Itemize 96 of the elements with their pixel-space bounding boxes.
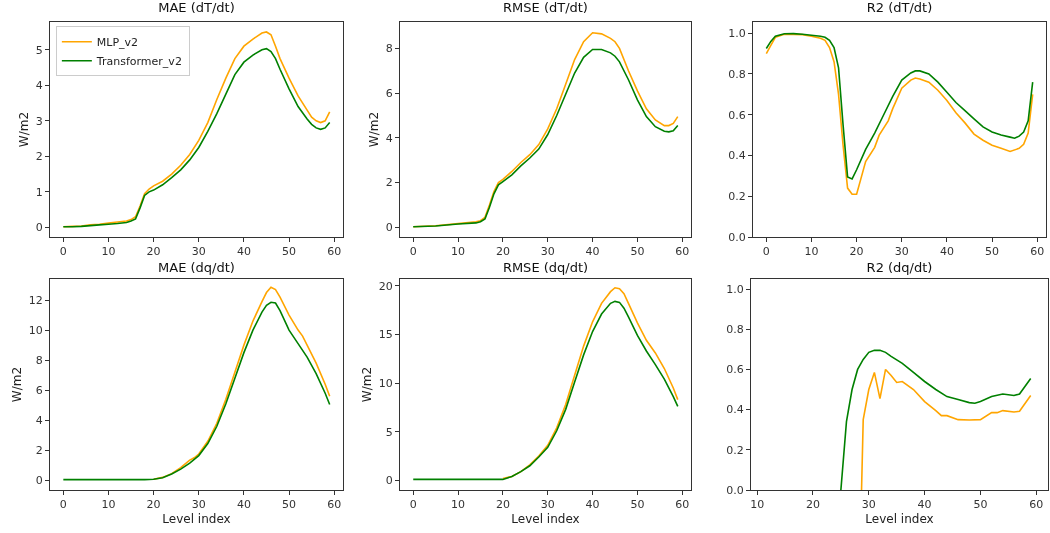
y-tick-label: 6 bbox=[35, 384, 43, 398]
x-tick-label: 20 bbox=[805, 498, 820, 512]
y-tick-label: 0.0 bbox=[728, 230, 746, 244]
x-tick-label: 40 bbox=[585, 245, 600, 259]
y-axis-title: W/m2 bbox=[17, 111, 32, 148]
chart-title: MAE (dq/dt) bbox=[158, 260, 235, 276]
y-tick-label: 8 bbox=[385, 42, 393, 56]
x-tick-label: 40 bbox=[917, 498, 932, 512]
x-tick-label: 60 bbox=[675, 498, 690, 512]
y-tick-label: 5 bbox=[385, 425, 393, 439]
x-tick-label: 0 bbox=[409, 498, 417, 512]
y-tick-label: 10 bbox=[378, 376, 393, 390]
chart-title: MAE (dT/dt) bbox=[158, 0, 235, 16]
y-tick-label: 0.4 bbox=[728, 149, 746, 163]
x-tick-label: 0 bbox=[59, 245, 67, 259]
x-tick-label: 40 bbox=[939, 245, 954, 259]
y-tick-label: 20 bbox=[378, 279, 393, 293]
x-tick-label: 60 bbox=[1029, 498, 1044, 512]
legend-label: MLP_v2 bbox=[96, 36, 139, 50]
x-tick-label: 60 bbox=[327, 245, 342, 259]
x-tick-label: 10 bbox=[451, 245, 466, 259]
x-tick-label: 20 bbox=[495, 498, 510, 512]
y-tick-label: 0 bbox=[35, 221, 43, 235]
x-tick-label: 60 bbox=[675, 245, 690, 259]
chart-title: RMSE (dT/dt) bbox=[503, 0, 588, 16]
y-tick-label: 0.8 bbox=[726, 323, 744, 337]
x-axis-title: Level index bbox=[162, 512, 231, 527]
x-tick-label: 50 bbox=[630, 498, 645, 512]
x-tick-label: 20 bbox=[146, 498, 161, 512]
x-tick-label: 50 bbox=[973, 498, 988, 512]
x-tick-label: 40 bbox=[236, 245, 251, 259]
line-series bbox=[840, 349, 1032, 490]
x-tick-label: 50 bbox=[985, 245, 1000, 259]
y-tick-label: 12 bbox=[28, 293, 43, 307]
x-tick-label: 60 bbox=[327, 498, 342, 512]
x-tick-label: 50 bbox=[282, 498, 297, 512]
y-tick-label: 0.2 bbox=[726, 443, 744, 457]
y-tick-label: 0 bbox=[35, 474, 43, 488]
x-tick-label: 0 bbox=[59, 498, 67, 512]
y-tick-label: 2 bbox=[385, 176, 393, 190]
x-tick-label: 30 bbox=[894, 245, 909, 259]
x-tick-label: 50 bbox=[630, 245, 645, 259]
x-tick-label: 10 bbox=[804, 245, 819, 259]
x-axis-title: Level index bbox=[865, 512, 934, 527]
y-tick-label: 1 bbox=[35, 185, 43, 199]
y-tick-label: 8 bbox=[35, 354, 43, 367]
x-tick-label: 40 bbox=[585, 498, 600, 512]
x-tick-label: 40 bbox=[236, 498, 251, 512]
line-series bbox=[62, 301, 331, 481]
y-tick-label: 0.6 bbox=[728, 108, 746, 122]
x-tick-label: 30 bbox=[861, 498, 876, 512]
line-series bbox=[860, 368, 1032, 490]
x-tick-label: 30 bbox=[540, 245, 555, 259]
x-tick-label: 10 bbox=[101, 245, 116, 259]
y-tick-label: 0 bbox=[385, 474, 393, 488]
x-tick-label: 10 bbox=[750, 498, 765, 512]
y-tick-label: 4 bbox=[385, 131, 393, 145]
chart-title: R2 (dq/dt) bbox=[866, 260, 933, 276]
x-tick-label: 0 bbox=[762, 245, 770, 259]
y-axis-title: W/m2 bbox=[10, 366, 25, 403]
x-tick-label: 30 bbox=[191, 498, 206, 512]
line-series bbox=[502, 286, 679, 480]
chart-title: R2 (dT/dt) bbox=[866, 0, 933, 16]
y-tick-label: 1.0 bbox=[726, 282, 744, 296]
y-tick-label: 5 bbox=[35, 43, 43, 57]
y-tick-label: 4 bbox=[35, 79, 43, 93]
chart-title: RMSE (dq/dt) bbox=[502, 260, 589, 276]
x-tick-label: 20 bbox=[146, 245, 161, 259]
y-tick-label: 4 bbox=[35, 414, 43, 428]
x-tick-label: 10 bbox=[101, 498, 116, 512]
x-tick-label: 30 bbox=[540, 498, 555, 512]
y-tick-label: 0.2 bbox=[728, 190, 746, 204]
y-tick-label: 0.4 bbox=[726, 403, 744, 417]
legend-label: Transformer_v2 bbox=[95, 55, 182, 69]
y-axis-title: W/m2 bbox=[360, 366, 375, 403]
x-axis-title: Level index bbox=[511, 512, 580, 527]
y-tick-label: 0.6 bbox=[726, 363, 744, 377]
x-tick-label: 20 bbox=[849, 245, 864, 259]
line-series bbox=[412, 300, 679, 481]
y-tick-label: 2 bbox=[35, 444, 43, 458]
x-tick-label: 0 bbox=[409, 245, 417, 259]
y-axis-title: W/m2 bbox=[367, 111, 382, 148]
y-tick-label: 10 bbox=[28, 323, 43, 337]
y-tick-label: 0.8 bbox=[728, 67, 746, 81]
y-tick-label: 0 bbox=[385, 221, 393, 235]
x-tick-label: 30 bbox=[191, 245, 206, 259]
y-tick-label: 3 bbox=[35, 114, 43, 128]
x-tick-label: 10 bbox=[451, 498, 466, 512]
y-tick-label: 6 bbox=[385, 86, 393, 100]
y-tick-label: 0.0 bbox=[726, 483, 744, 497]
y-tick-label: 15 bbox=[378, 328, 393, 342]
x-tick-label: 20 bbox=[495, 245, 510, 259]
x-tick-label: 50 bbox=[282, 245, 297, 259]
x-tick-label: 60 bbox=[1030, 245, 1045, 259]
y-tick-label: 1.0 bbox=[728, 27, 746, 41]
y-tick-label: 2 bbox=[35, 150, 43, 164]
